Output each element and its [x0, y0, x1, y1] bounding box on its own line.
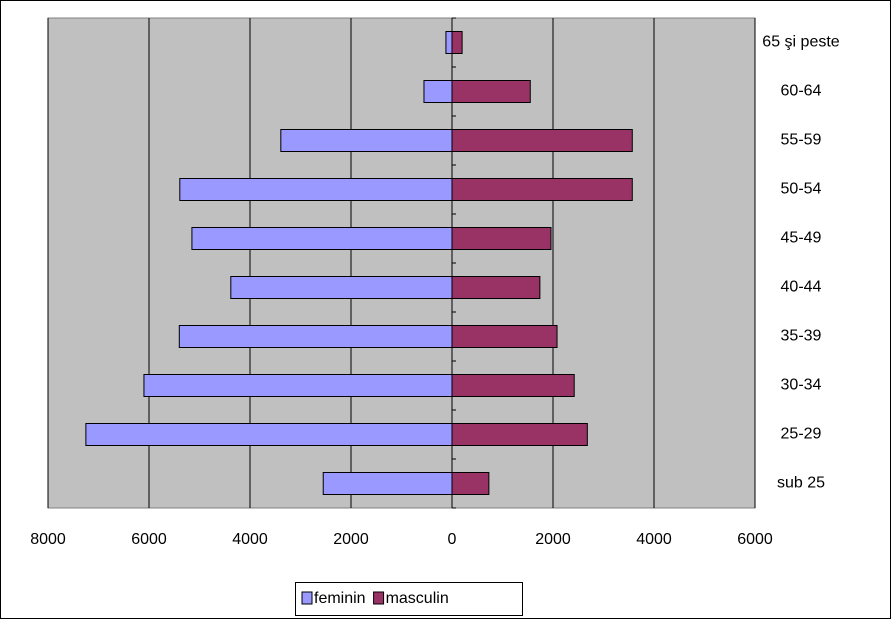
bar: [191, 227, 453, 250]
bar: [322, 472, 453, 495]
category-label: 25-29: [781, 426, 822, 443]
category-label: 45-49: [781, 230, 822, 247]
legend-label: feminin: [314, 590, 366, 607]
legend-swatch: [373, 591, 385, 605]
bar: [423, 80, 453, 103]
legend-label: masculin: [386, 590, 449, 607]
category-label: 60-64: [781, 83, 822, 100]
bar: [178, 325, 453, 348]
bar: [451, 129, 633, 152]
bar: [230, 276, 453, 299]
legend-box: [295, 582, 523, 616]
bar: [451, 325, 558, 348]
category-label: sub 25: [777, 475, 825, 492]
category-label: 65 şi peste: [762, 34, 839, 51]
category-label: 35-39: [781, 328, 822, 345]
x-tick-label: 6000: [737, 531, 773, 548]
bar: [280, 129, 453, 152]
legend-swatch: [301, 591, 313, 605]
x-tick-label: 0: [448, 531, 457, 548]
x-tick-label: 4000: [636, 531, 672, 548]
bar: [179, 178, 453, 201]
bar: [451, 423, 588, 446]
category-label: 55-59: [781, 132, 822, 149]
x-tick-label: 8000: [30, 531, 66, 548]
x-tick-label: 4000: [232, 531, 268, 548]
bar: [445, 31, 453, 54]
bar: [143, 374, 453, 397]
bar: [451, 31, 463, 54]
category-label: 30-34: [781, 377, 822, 394]
bar: [451, 227, 552, 250]
x-tick-label: 2000: [333, 531, 369, 548]
category-label: 40-44: [781, 279, 822, 296]
category-label: 50-54: [781, 181, 822, 198]
bar: [451, 472, 490, 495]
x-tick-label: 2000: [535, 531, 571, 548]
bar: [85, 423, 453, 446]
bar: [451, 178, 633, 201]
bar: [451, 276, 541, 299]
x-tick-label: 6000: [131, 531, 167, 548]
bar: [451, 374, 575, 397]
bar: [451, 80, 531, 103]
